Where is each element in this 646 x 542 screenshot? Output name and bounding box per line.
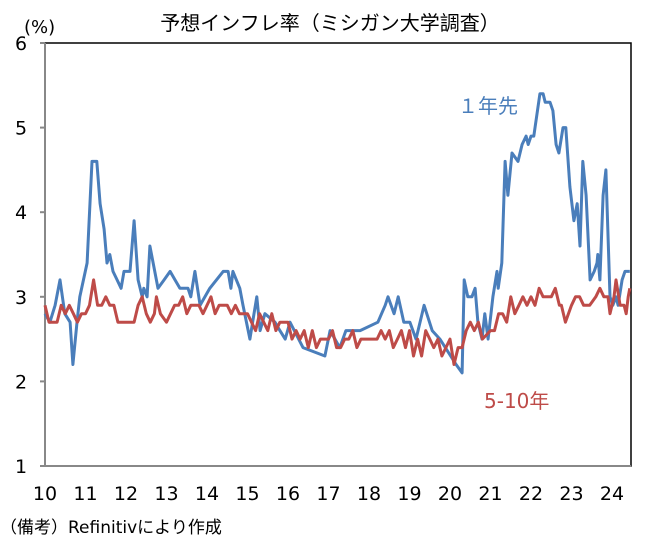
x-tick-label: 11 xyxy=(73,483,97,505)
legend-label-5-10yr: 5-10年 xyxy=(484,389,549,413)
y-tick-label: 5 xyxy=(15,118,27,140)
x-tick-label: 13 xyxy=(154,483,178,505)
x-tick-label: 22 xyxy=(519,483,543,505)
x-tick-label: 16 xyxy=(276,483,300,505)
x-tick-label: 14 xyxy=(195,483,219,505)
x-tick-label: 20 xyxy=(438,483,462,505)
x-tick-label: 23 xyxy=(559,483,583,505)
x-tick-label: 15 xyxy=(235,483,259,505)
y-axis-unit: (%) xyxy=(24,17,55,38)
y-tick-label: 2 xyxy=(15,371,27,393)
series-line-5-10yr xyxy=(43,278,632,366)
x-tick-label: 24 xyxy=(600,483,624,505)
series-line-1yr xyxy=(43,92,630,375)
y-tick-label: 3 xyxy=(15,287,27,309)
x-tick-label: 10 xyxy=(33,483,57,505)
x-tick-label: 19 xyxy=(397,483,421,505)
y-tick-label: 4 xyxy=(15,202,27,224)
x-tick-label: 21 xyxy=(478,483,502,505)
source-note: （備考）Refinitivにより作成 xyxy=(0,518,222,538)
y-tick-label: 1 xyxy=(15,456,27,478)
legend-label-1yr: １年先 xyxy=(458,94,518,118)
chart-title: 予想インフレ率（ミシガン大学調査） xyxy=(160,11,499,35)
x-tick-label: 18 xyxy=(357,483,381,505)
y-tick-label: 6 xyxy=(15,33,27,55)
x-tick-label: 17 xyxy=(316,483,340,505)
x-tick-label: 12 xyxy=(114,483,138,505)
